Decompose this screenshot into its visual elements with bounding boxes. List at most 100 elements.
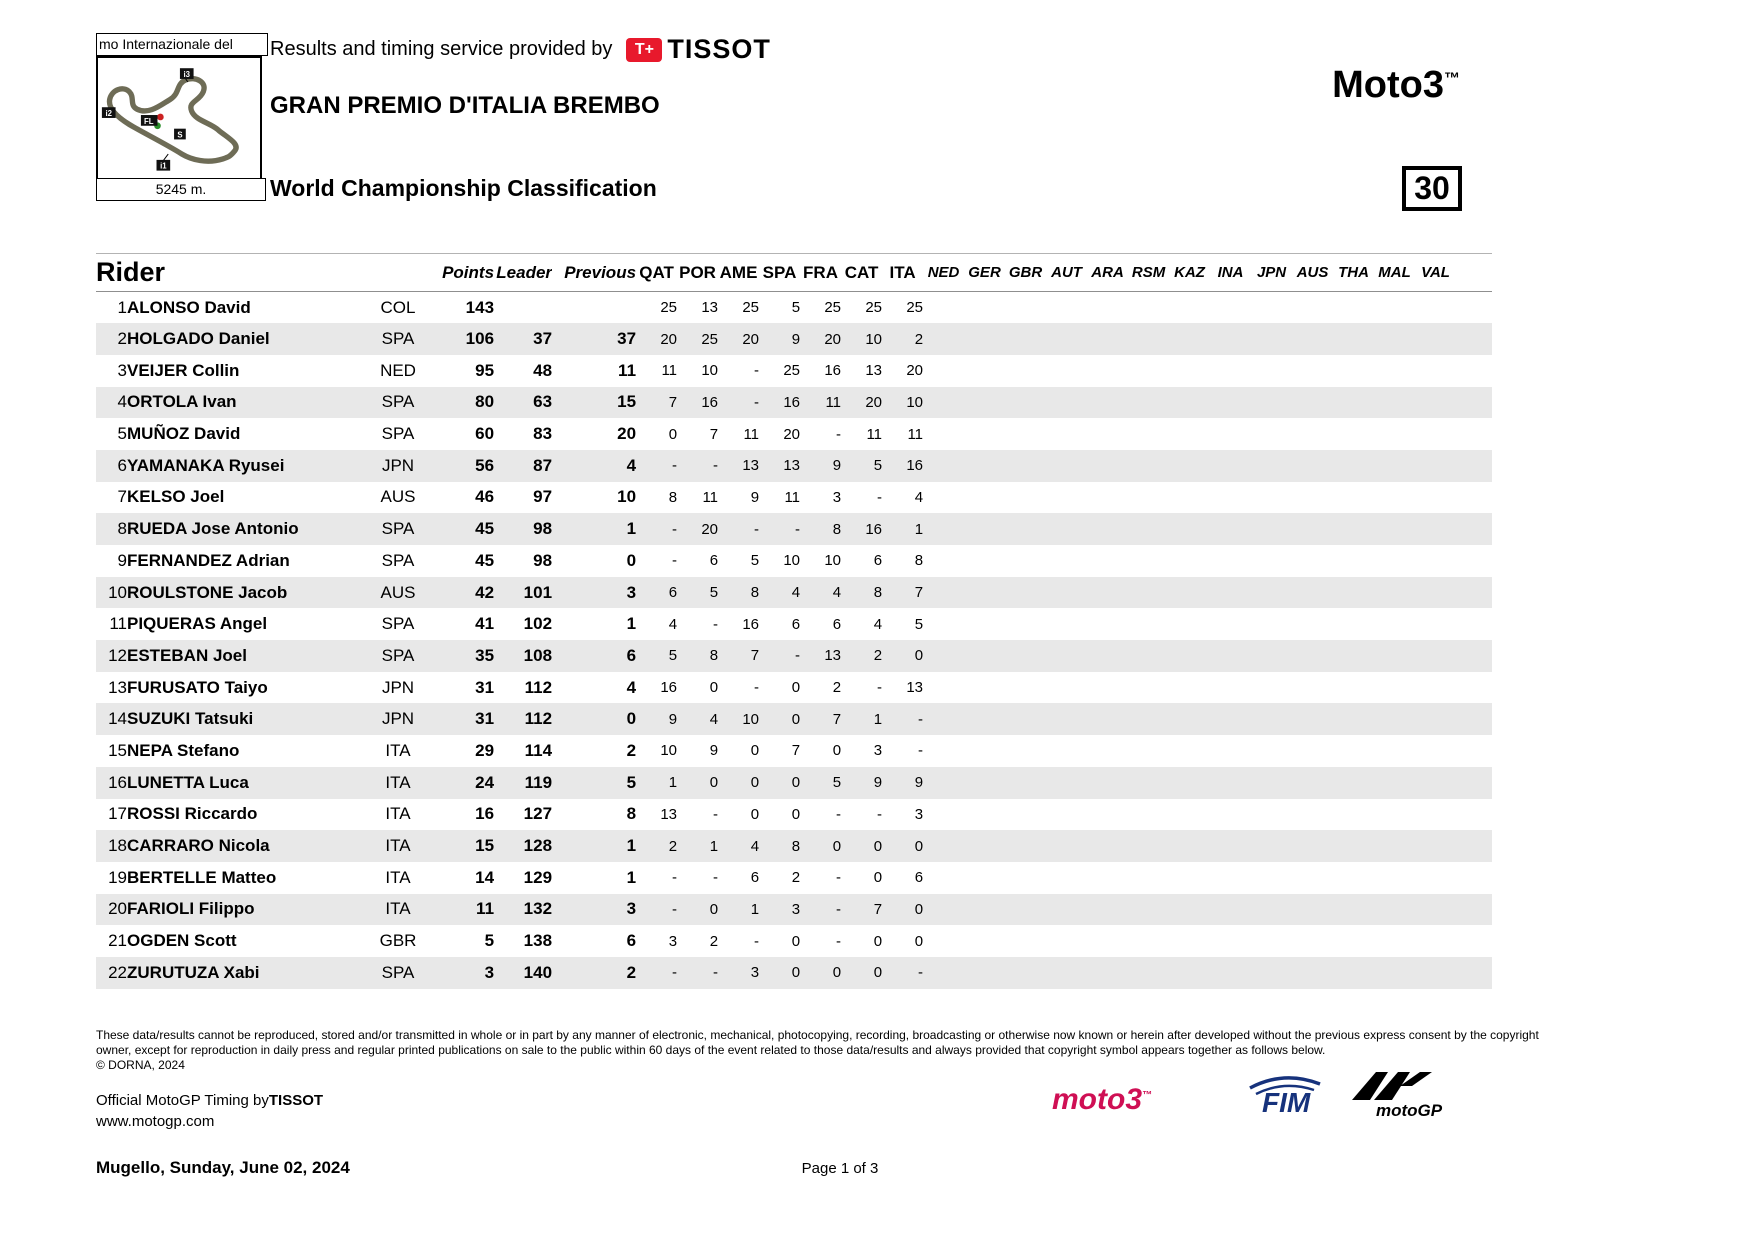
points-cell: 106: [465, 329, 495, 349]
future-race-cell: [1169, 450, 1210, 482]
race-points-cell: 2: [832, 679, 842, 697]
future-race-cell: [1005, 292, 1046, 324]
race-points-cell: 1: [873, 710, 883, 728]
future-race-cell: [1210, 545, 1251, 577]
future-race-cell: [1374, 894, 1415, 926]
row-filler: [1456, 292, 1492, 324]
future-race-cell: [1046, 830, 1087, 862]
race-points-cell: 6: [750, 869, 760, 887]
future-race-cell: [1046, 292, 1087, 324]
future-race-cell: [1374, 482, 1415, 514]
future-race-cell: [1251, 482, 1292, 514]
leader-gap-cell: [494, 292, 552, 324]
race-points-cell: -: [836, 425, 842, 443]
future-race-cell: [1292, 292, 1333, 324]
future-race-cell: [1333, 830, 1374, 862]
future-race-cell: [1374, 862, 1415, 894]
future-race-cell: [923, 735, 964, 767]
future-race-cell: [1210, 894, 1251, 926]
provided-by-line: Results and timing service provided by T…: [270, 34, 771, 65]
future-race-cell: [1005, 545, 1046, 577]
race-points-cell: -: [713, 964, 719, 982]
leader-gap-cell: 138: [523, 931, 553, 951]
race-points-cell: 16: [824, 362, 842, 380]
race-points-cell: 8: [750, 584, 760, 602]
table-row: 11 PIQUERAS Angel SPA 41 102 1 4 - 16 6 6 4 5: [96, 608, 1492, 640]
future-race-cell: [964, 450, 1005, 482]
race-points-cell: 10: [742, 710, 760, 728]
race-points-cell: 13: [865, 362, 883, 380]
race-points-cell: 10: [906, 393, 924, 411]
future-race-cell: [1210, 703, 1251, 735]
table-row: 19 BERTELLE Matteo ITA 14 129 1 - - 6 2 - 0 6: [96, 862, 1492, 894]
race-points-cell: 3: [668, 932, 678, 950]
points-cell: 35: [475, 645, 495, 665]
future-race-cell: [1292, 418, 1333, 450]
future-race-cell: [964, 894, 1005, 926]
points-cell: 45: [475, 519, 495, 539]
race-points-cell: 5: [832, 774, 842, 792]
future-race-cell: [1046, 767, 1087, 799]
previous-gap-cell: [552, 292, 636, 324]
future-race-cell: [1374, 767, 1415, 799]
future-race-column-header: AUT: [1051, 264, 1082, 281]
race-points-cell: 16: [783, 393, 801, 411]
future-race-cell: [1005, 513, 1046, 545]
position-cell: 4: [117, 392, 127, 412]
future-race-cell: [1374, 577, 1415, 609]
race-points-cell: -: [713, 457, 719, 475]
future-race-cell: [1005, 323, 1046, 355]
future-race-cell: [1128, 925, 1169, 957]
race-points-cell: 10: [660, 742, 678, 760]
disclaimer-line-2: owner, except for reproduction in daily …: [96, 1043, 1326, 1057]
race-points-cell: 0: [873, 964, 883, 982]
future-race-cell: [1210, 957, 1251, 989]
row-filler: [1456, 640, 1492, 672]
future-race-cell: [1251, 799, 1292, 831]
race-points-cell: -: [754, 932, 760, 950]
future-race-cell: [923, 703, 964, 735]
future-race-cell: [1292, 387, 1333, 419]
future-race-cell: [1046, 862, 1087, 894]
future-race-cell: [1374, 292, 1415, 324]
race-points-cell: -: [713, 615, 719, 633]
race-points-cell: 1: [709, 837, 719, 855]
points-cell: 11: [476, 899, 495, 919]
future-race-cell: [1210, 830, 1251, 862]
future-race-cell: [1210, 418, 1251, 450]
position-cell: 7: [117, 487, 127, 507]
row-filler: [1456, 355, 1492, 387]
future-race-cell: [964, 957, 1005, 989]
future-race-cell: [1210, 672, 1251, 704]
future-race-cell: [1087, 355, 1128, 387]
points-cell: 42: [475, 582, 495, 602]
race-points-cell: 9: [668, 710, 678, 728]
race-points-cell: 3: [791, 900, 801, 918]
future-race-cell: [1374, 513, 1415, 545]
rider-name-cell: OGDEN Scott: [127, 931, 237, 951]
future-race-cell: [1415, 640, 1456, 672]
future-race-cell: [1169, 925, 1210, 957]
nation-cell: ITA: [385, 772, 411, 792]
leader-gap-cell: 112: [524, 709, 553, 729]
future-race-cell: [1251, 925, 1292, 957]
nation-cell: AUS: [380, 582, 416, 602]
header-filler: [1456, 254, 1492, 292]
row-filler: [1456, 703, 1492, 735]
points-cell: 29: [475, 740, 495, 760]
future-race-cell: [1210, 799, 1251, 831]
race-points-cell: 0: [791, 679, 801, 697]
future-race-cell: [1251, 894, 1292, 926]
svg-text:S: S: [177, 130, 182, 139]
future-race-column-header: MAL: [1378, 264, 1411, 281]
future-race-cell: [1251, 292, 1292, 324]
race-points-cell: 6: [914, 869, 924, 887]
future-race-cell: [1169, 355, 1210, 387]
future-race-cell: [923, 355, 964, 387]
previous-gap-cell: 6: [626, 645, 637, 665]
race-points-cell: -: [836, 900, 842, 918]
nation-cell: ITA: [385, 836, 411, 856]
position-cell: 3: [117, 360, 127, 380]
future-race-cell: [1046, 355, 1087, 387]
future-race-cell: [1251, 323, 1292, 355]
